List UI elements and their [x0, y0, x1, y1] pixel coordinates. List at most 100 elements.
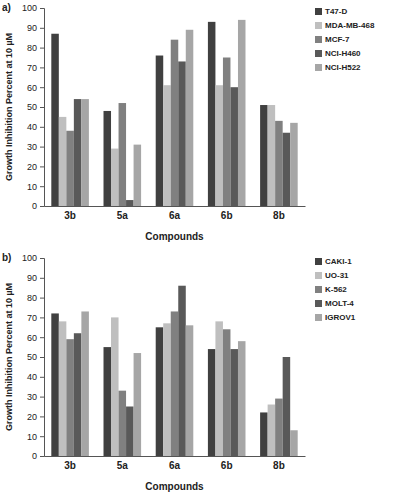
tick: 3b — [64, 456, 76, 471]
tick-mark — [40, 456, 44, 457]
tick: 30 — [27, 142, 44, 152]
legend-swatch — [315, 64, 322, 71]
bar — [223, 58, 231, 207]
legend-swatch — [315, 36, 322, 43]
tick-label: 80 — [27, 293, 37, 303]
tick-mark — [40, 436, 44, 437]
bar — [208, 349, 216, 456]
bar — [134, 353, 142, 456]
chart-panel: 01020304050607080901003b5a6a6b8bCompound… — [2, 252, 356, 492]
legend-swatch — [315, 8, 322, 15]
tick: 60 — [27, 333, 44, 343]
tick: 8b — [273, 456, 285, 471]
legend-label: NCI-H522 — [325, 63, 361, 72]
legend-swatch — [315, 50, 322, 57]
bar — [275, 399, 283, 456]
bar — [66, 339, 74, 456]
bar — [260, 105, 268, 206]
tick-label: 50 — [27, 352, 37, 362]
x-axis-title: Compounds — [145, 481, 204, 492]
tick: 5a — [117, 456, 129, 471]
tick-label: 60 — [27, 83, 37, 93]
figure: 01020304050607080901003b5a6a6b8bCompound… — [0, 0, 401, 500]
tick: 6a — [169, 456, 181, 471]
tick-mark — [40, 28, 44, 29]
tick: 90 — [27, 23, 44, 33]
bar — [51, 313, 59, 456]
bar — [268, 405, 276, 456]
axis-line — [40, 259, 45, 457]
bar — [275, 121, 283, 206]
bars — [51, 286, 297, 456]
x-axis-title: Compounds — [145, 231, 204, 242]
tick-label: 70 — [27, 63, 37, 73]
tick: 70 — [27, 313, 44, 323]
legend-swatch — [315, 258, 322, 265]
tick: 20 — [27, 162, 44, 172]
bar — [268, 105, 276, 206]
bar — [74, 333, 82, 456]
tick-mark — [40, 147, 44, 148]
y-axis-title: Growth Inhibition Percent at 10 µM — [4, 33, 14, 181]
legend-item: NCI-H460 — [315, 49, 361, 58]
legend-label: MDA-MB-468 — [325, 21, 375, 30]
tick-label: 5a — [117, 210, 129, 221]
bar — [156, 56, 164, 206]
tick: 80 — [27, 293, 44, 303]
tick-label: 30 — [27, 392, 37, 402]
tick-label: 20 — [27, 412, 37, 422]
legend-item: CAKI-1 — [315, 257, 352, 266]
tick-label: 6b — [221, 460, 233, 471]
legend-item: MDA-MB-468 — [315, 21, 375, 30]
panel-label: b) — [2, 252, 11, 263]
legend: T47-DMDA-MB-468MCF-7NCI-H460NCI-H522 — [315, 7, 375, 72]
tick-label: 3b — [64, 210, 76, 221]
axis-line — [45, 206, 306, 207]
tick-mark — [40, 186, 44, 187]
bar — [230, 349, 238, 456]
legend-swatch — [315, 286, 322, 293]
legend-item: IGROV1 — [315, 313, 356, 322]
bar — [290, 123, 298, 206]
bar — [186, 30, 194, 206]
legend-label: MCF-7 — [325, 35, 350, 44]
bar — [126, 407, 134, 457]
x-axis: 3b 5a 6a 6b 8b — [45, 456, 306, 471]
tick: 40 — [27, 372, 44, 382]
tick-mark — [40, 166, 44, 167]
tick-mark — [40, 397, 44, 398]
legend-label: K-562 — [325, 285, 347, 294]
tick: 100 — [22, 3, 44, 13]
bar — [283, 133, 291, 206]
bar — [119, 103, 127, 206]
legend-swatch — [315, 22, 322, 29]
bar — [51, 34, 59, 206]
bar — [238, 20, 246, 206]
bar — [104, 347, 112, 456]
bar — [104, 111, 112, 206]
tick-label: 6a — [169, 460, 181, 471]
tick-label: 3b — [64, 460, 76, 471]
bar — [171, 311, 179, 456]
tick-mark — [40, 317, 44, 318]
bar — [215, 321, 223, 456]
tick-mark — [40, 377, 44, 378]
legend-item: K-562 — [315, 285, 347, 294]
tick-mark — [40, 416, 44, 417]
tick-mark — [40, 67, 44, 68]
legend-label: MOLT-4 — [325, 299, 354, 308]
tick-label: 60 — [27, 333, 37, 343]
tick: 50 — [27, 352, 44, 362]
bar — [163, 323, 171, 456]
tick-label: 6b — [221, 210, 233, 221]
tick: 30 — [27, 392, 44, 402]
bar — [215, 85, 223, 206]
legend-item: MCF-7 — [315, 35, 350, 44]
bar — [119, 391, 127, 456]
tick-label: 90 — [27, 23, 37, 33]
tick-label: 30 — [27, 142, 37, 152]
tick-label: 50 — [27, 102, 37, 112]
legend-item: UO-31 — [315, 271, 349, 280]
tick: 5a — [117, 206, 129, 221]
tick-label: 10 — [27, 182, 37, 192]
